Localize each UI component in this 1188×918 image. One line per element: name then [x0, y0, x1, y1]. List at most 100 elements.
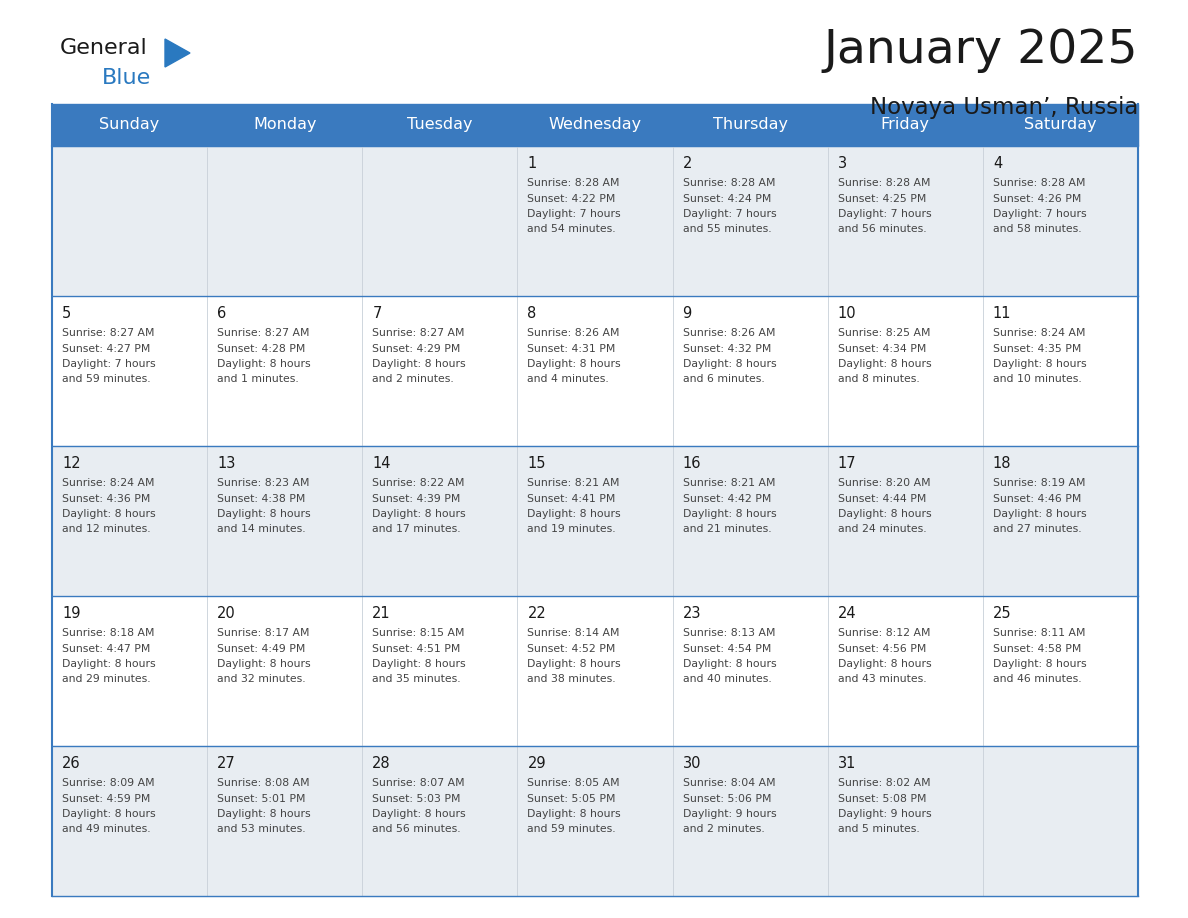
Text: Daylight: 7 hours: Daylight: 7 hours	[838, 209, 931, 219]
Text: Sunset: 4:46 PM: Sunset: 4:46 PM	[993, 494, 1081, 503]
Text: Sunset: 4:39 PM: Sunset: 4:39 PM	[372, 494, 461, 503]
Text: Sunrise: 8:14 AM: Sunrise: 8:14 AM	[527, 628, 620, 638]
Bar	[52, 104, 1138, 146]
Text: Sunset: 5:01 PM: Sunset: 5:01 PM	[217, 793, 305, 803]
Text: Daylight: 8 hours: Daylight: 8 hours	[527, 659, 621, 669]
Text: and 54 minutes.: and 54 minutes.	[527, 225, 617, 234]
Text: Sunset: 4:44 PM: Sunset: 4:44 PM	[838, 494, 927, 503]
Text: 20: 20	[217, 606, 236, 621]
Text: 12: 12	[62, 456, 81, 471]
Text: Sunset: 5:06 PM: Sunset: 5:06 PM	[683, 793, 771, 803]
Text: Sunset: 4:26 PM: Sunset: 4:26 PM	[993, 194, 1081, 204]
Text: and 29 minutes.: and 29 minutes.	[62, 675, 151, 685]
Text: Daylight: 9 hours: Daylight: 9 hours	[838, 809, 931, 819]
Text: and 56 minutes.: and 56 minutes.	[372, 824, 461, 834]
Text: Sunrise: 8:28 AM: Sunrise: 8:28 AM	[683, 178, 775, 188]
Text: Daylight: 8 hours: Daylight: 8 hours	[838, 659, 931, 669]
Text: and 5 minutes.: and 5 minutes.	[838, 824, 920, 834]
Text: Monday: Monday	[253, 118, 316, 132]
Text: Wednesday: Wednesday	[549, 118, 642, 132]
Text: 22: 22	[527, 606, 546, 621]
Text: Daylight: 8 hours: Daylight: 8 hours	[993, 509, 1087, 519]
Text: Daylight: 8 hours: Daylight: 8 hours	[838, 509, 931, 519]
Text: Daylight: 8 hours: Daylight: 8 hours	[683, 509, 776, 519]
Text: and 10 minutes.: and 10 minutes.	[993, 375, 1081, 385]
Text: Sunset: 5:03 PM: Sunset: 5:03 PM	[372, 793, 461, 803]
Text: Daylight: 8 hours: Daylight: 8 hours	[372, 659, 466, 669]
Text: 3: 3	[838, 156, 847, 171]
Text: Sunrise: 8:26 AM: Sunrise: 8:26 AM	[527, 328, 620, 338]
Text: and 59 minutes.: and 59 minutes.	[527, 824, 617, 834]
Text: Novaya Usman’, Russia: Novaya Usman’, Russia	[870, 96, 1138, 119]
Text: Sunset: 4:25 PM: Sunset: 4:25 PM	[838, 194, 927, 204]
Text: and 21 minutes.: and 21 minutes.	[683, 524, 771, 534]
Text: and 35 minutes.: and 35 minutes.	[372, 675, 461, 685]
Text: Sunrise: 8:28 AM: Sunrise: 8:28 AM	[838, 178, 930, 188]
Text: Daylight: 8 hours: Daylight: 8 hours	[993, 359, 1087, 369]
Bar	[52, 746, 1138, 896]
Text: Daylight: 8 hours: Daylight: 8 hours	[372, 809, 466, 819]
Text: 9: 9	[683, 306, 691, 321]
Text: Sunset: 4:51 PM: Sunset: 4:51 PM	[372, 644, 461, 654]
Text: Sunrise: 8:25 AM: Sunrise: 8:25 AM	[838, 328, 930, 338]
Text: and 32 minutes.: and 32 minutes.	[217, 675, 305, 685]
Text: Sunrise: 8:22 AM: Sunrise: 8:22 AM	[372, 478, 465, 488]
Text: Friday: Friday	[880, 118, 930, 132]
Text: 10: 10	[838, 306, 857, 321]
Text: Sunrise: 8:18 AM: Sunrise: 8:18 AM	[62, 628, 154, 638]
Text: 18: 18	[993, 456, 1011, 471]
Text: and 53 minutes.: and 53 minutes.	[217, 824, 305, 834]
Text: 14: 14	[372, 456, 391, 471]
Text: 28: 28	[372, 756, 391, 771]
Text: and 8 minutes.: and 8 minutes.	[838, 375, 920, 385]
Bar	[52, 446, 1138, 596]
Text: Sunrise: 8:24 AM: Sunrise: 8:24 AM	[993, 328, 1086, 338]
Text: Sunset: 4:22 PM: Sunset: 4:22 PM	[527, 194, 615, 204]
Text: Sunrise: 8:28 AM: Sunrise: 8:28 AM	[993, 178, 1086, 188]
Text: Sunrise: 8:23 AM: Sunrise: 8:23 AM	[217, 478, 310, 488]
Text: Sunset: 4:28 PM: Sunset: 4:28 PM	[217, 343, 305, 353]
Text: Sunrise: 8:02 AM: Sunrise: 8:02 AM	[838, 778, 930, 788]
Text: Daylight: 8 hours: Daylight: 8 hours	[683, 359, 776, 369]
Text: Daylight: 8 hours: Daylight: 8 hours	[217, 659, 311, 669]
Bar	[52, 596, 1138, 746]
Text: and 55 minutes.: and 55 minutes.	[683, 225, 771, 234]
Text: Sunset: 4:36 PM: Sunset: 4:36 PM	[62, 494, 151, 503]
Text: Sunset: 4:47 PM: Sunset: 4:47 PM	[62, 644, 151, 654]
Text: 1: 1	[527, 156, 537, 171]
Text: 8: 8	[527, 306, 537, 321]
Text: Sunrise: 8:09 AM: Sunrise: 8:09 AM	[62, 778, 154, 788]
Text: and 14 minutes.: and 14 minutes.	[217, 524, 305, 534]
Text: Daylight: 7 hours: Daylight: 7 hours	[62, 359, 156, 369]
Text: Sunset: 4:52 PM: Sunset: 4:52 PM	[527, 644, 615, 654]
Text: 26: 26	[62, 756, 81, 771]
Text: 4: 4	[993, 156, 1003, 171]
Text: and 58 minutes.: and 58 minutes.	[993, 225, 1081, 234]
Text: Sunset: 4:42 PM: Sunset: 4:42 PM	[683, 494, 771, 503]
Text: Daylight: 8 hours: Daylight: 8 hours	[62, 659, 156, 669]
Polygon shape	[165, 39, 190, 67]
Text: 31: 31	[838, 756, 857, 771]
Text: Daylight: 7 hours: Daylight: 7 hours	[683, 209, 776, 219]
Text: Thursday: Thursday	[713, 118, 788, 132]
Text: Sunset: 4:54 PM: Sunset: 4:54 PM	[683, 644, 771, 654]
Text: Sunset: 4:27 PM: Sunset: 4:27 PM	[62, 343, 151, 353]
Text: and 40 minutes.: and 40 minutes.	[683, 675, 771, 685]
Text: General: General	[61, 38, 147, 58]
Text: Sunset: 4:41 PM: Sunset: 4:41 PM	[527, 494, 615, 503]
Text: and 56 minutes.: and 56 minutes.	[838, 225, 927, 234]
Text: Sunrise: 8:27 AM: Sunrise: 8:27 AM	[217, 328, 310, 338]
Text: Daylight: 8 hours: Daylight: 8 hours	[527, 809, 621, 819]
Text: 17: 17	[838, 456, 857, 471]
Text: 19: 19	[62, 606, 81, 621]
Text: 6: 6	[217, 306, 227, 321]
Text: Sunrise: 8:24 AM: Sunrise: 8:24 AM	[62, 478, 154, 488]
Text: and 43 minutes.: and 43 minutes.	[838, 675, 927, 685]
Text: 23: 23	[683, 606, 701, 621]
Text: Sunrise: 8:17 AM: Sunrise: 8:17 AM	[217, 628, 310, 638]
Text: Sunrise: 8:28 AM: Sunrise: 8:28 AM	[527, 178, 620, 188]
Text: Sunrise: 8:04 AM: Sunrise: 8:04 AM	[683, 778, 776, 788]
Text: and 19 minutes.: and 19 minutes.	[527, 524, 617, 534]
Text: Daylight: 8 hours: Daylight: 8 hours	[217, 359, 311, 369]
Text: Daylight: 8 hours: Daylight: 8 hours	[217, 809, 311, 819]
